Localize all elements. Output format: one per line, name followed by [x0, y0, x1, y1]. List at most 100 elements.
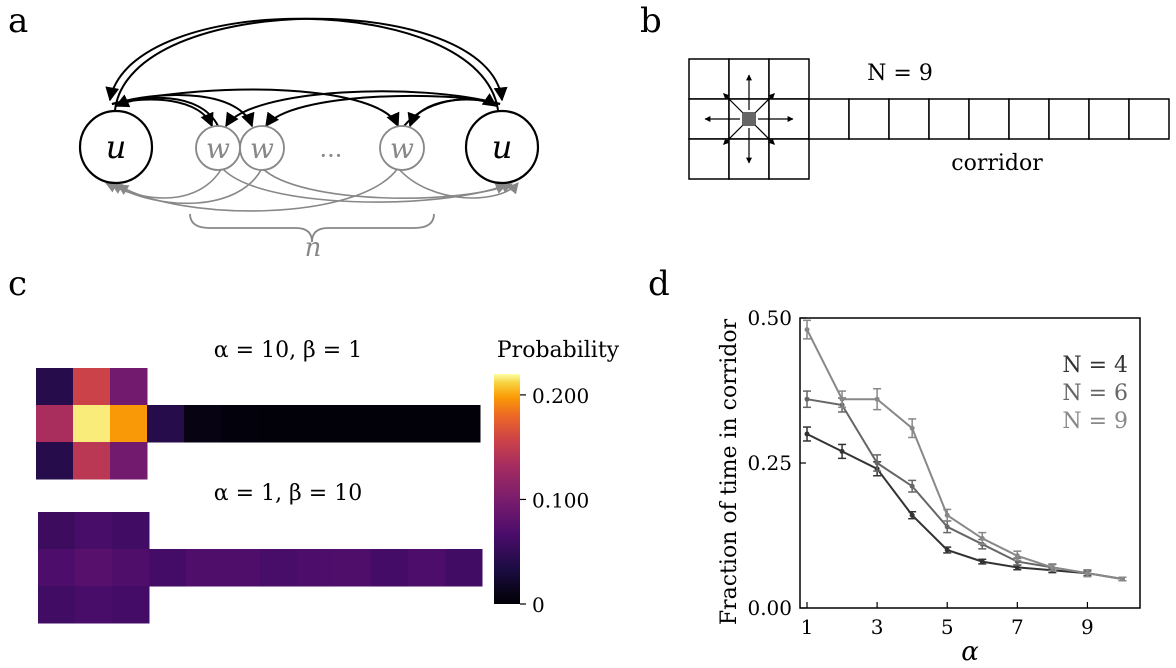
heatmap-corridor-cell — [258, 405, 296, 443]
corridor-cell — [1128, 98, 1170, 140]
room-cell — [768, 58, 810, 100]
data-point — [1049, 564, 1055, 570]
data-point — [804, 431, 810, 437]
heatmap-top — [36, 368, 481, 480]
heatmap-corridor-cell — [184, 405, 222, 443]
heatmap-room-cell — [38, 512, 76, 550]
nodes-ellipsis: ··· — [320, 142, 343, 170]
colorbar — [494, 374, 520, 604]
heatmap-corridor-cell — [369, 405, 407, 443]
data-point — [944, 547, 950, 553]
heatmap-corridor-cell — [186, 549, 224, 587]
corridor-cell — [888, 98, 930, 140]
data-point — [874, 460, 880, 466]
data-point — [909, 425, 915, 431]
data-point — [839, 396, 845, 402]
node-w-2 — [239, 125, 285, 171]
data-point — [979, 535, 985, 541]
move-arrow — [723, 93, 744, 114]
y-tick-label: 0.25 — [747, 451, 792, 475]
node-u-right-label: u — [492, 128, 513, 166]
heatmap-room-cell — [36, 368, 74, 406]
heatmap-top-title: α = 10, β = 1 — [214, 338, 362, 363]
colorbar-tick-label: 0 — [532, 593, 545, 617]
heatmap-room-cell — [36, 442, 74, 480]
heatmap-bottom — [38, 512, 483, 624]
x-tick-label: 9 — [1081, 615, 1094, 639]
heatmap-corridor-cell — [332, 405, 370, 443]
agent-marker — [742, 112, 756, 126]
panel-c-label: c — [8, 264, 27, 304]
y-tick-label: 0.00 — [747, 596, 792, 620]
colorbar-tick-label: 0.200 — [532, 384, 589, 408]
data-point — [874, 396, 880, 402]
panel-d: d Fraction of time in corridor α 1 3 5 7 9 0.… — [648, 264, 1141, 667]
heatmap-corridor-cell — [334, 549, 372, 587]
heatmap-corridor-cell — [371, 549, 409, 587]
node-u-left-label: u — [106, 128, 127, 166]
line-chart: 1 3 5 7 9 0.00 0.25 0.50 — [747, 306, 1141, 639]
series-line — [806, 433, 1123, 580]
move-arrow — [723, 124, 744, 145]
data-point — [909, 512, 915, 518]
heatmap-room-cell — [73, 442, 111, 480]
corridor-cell — [808, 98, 850, 140]
heatmap-corridor-cell — [445, 549, 483, 587]
data-point — [804, 396, 810, 402]
n-brace — [189, 213, 435, 243]
heatmap-room-cell — [38, 549, 76, 587]
corridor-cell — [848, 98, 890, 140]
y-axis-label: Fraction of time in corridor — [717, 318, 742, 625]
heatmap-room-cell — [36, 405, 74, 443]
x-tick-label: 3 — [871, 615, 884, 639]
corridor-label: corridor — [951, 151, 1043, 176]
panel-b: b N = 9 corridor — [640, 1, 1170, 180]
data-point — [944, 512, 950, 518]
legend-entry: N = 6 — [1062, 381, 1128, 406]
panel-a-label: a — [8, 1, 28, 41]
heatmap-corridor-cell — [406, 405, 444, 443]
node-w-2-label: w — [250, 132, 274, 165]
corridor-cell — [1048, 98, 1090, 140]
panel-b-label: b — [640, 1, 662, 41]
heatmap-room-cell — [110, 442, 148, 480]
heatmap-room-cell — [110, 405, 148, 443]
node-w-1-label: w — [206, 132, 230, 165]
data-point — [839, 448, 845, 454]
data-point — [909, 483, 915, 489]
data-point — [804, 327, 810, 333]
heatmap-room-cell — [38, 586, 76, 624]
data-point — [1014, 553, 1020, 559]
gray-edges — [104, 167, 519, 212]
panel-d-label: d — [648, 264, 670, 304]
x-tick-label: 1 — [801, 615, 814, 639]
heatmap-room-cell — [110, 368, 148, 406]
node-u-left — [78, 109, 154, 185]
heatmap-corridor-cell — [295, 405, 333, 443]
corridor-cell — [1088, 98, 1130, 140]
heatmap-corridor-cell — [443, 405, 481, 443]
x-tick-label: 5 — [941, 615, 954, 639]
n-label: n — [305, 233, 322, 263]
series-1 — [803, 426, 1127, 582]
move-arrow — [754, 124, 775, 145]
heatmap-corridor-cell — [260, 549, 298, 587]
series-3 — [803, 319, 1127, 582]
panel-a: a u u w w — [8, 1, 540, 263]
black-edges — [105, 17, 508, 128]
heatmap-corridor-cell — [408, 549, 446, 587]
heatmap-room-cell — [75, 549, 113, 587]
heatmap-room-cell — [75, 586, 113, 624]
heatmap-corridor-cell — [149, 549, 187, 587]
room-and-corridor-grid — [688, 58, 1170, 180]
room-cell — [688, 58, 730, 100]
data-point — [979, 559, 985, 565]
heatmap-corridor-cell — [297, 549, 335, 587]
room-cell — [688, 138, 730, 180]
corridor-cell — [968, 98, 1010, 140]
n-equals-label: N = 9 — [867, 61, 933, 86]
colorbar-title: Probability — [497, 338, 620, 363]
chart-legend: N = 4 N = 6 N = 9 — [1062, 353, 1128, 434]
